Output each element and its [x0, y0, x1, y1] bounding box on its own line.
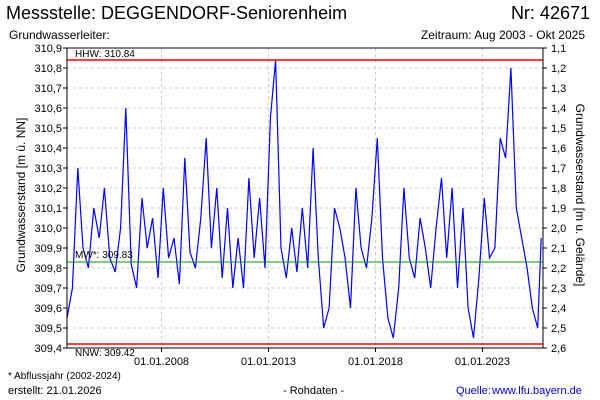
y-tick-label: 309,7	[34, 283, 62, 295]
station-number: Nr: 42671	[510, 3, 590, 23]
aquifer-label: Grundwasserleiter:	[9, 28, 110, 42]
y-tick-label: 310,3	[34, 163, 62, 175]
period-label: Zeitraum: Aug 2003 - Okt 2025	[420, 28, 585, 42]
y-right-tick-label: 1,9	[551, 203, 566, 215]
y-right-tick-label: 2,4	[551, 303, 566, 315]
y-tick-label: 310,2	[34, 183, 62, 195]
y-right-tick-label: 1,2	[551, 63, 566, 75]
created-date: erstellt: 21.01.2026	[8, 385, 102, 397]
y-tick-label: 310,7	[34, 83, 62, 95]
plot-frame	[66, 47, 544, 349]
y-right-tick-label: 1,5	[551, 123, 566, 135]
x-tick-label: 01.01.2008	[134, 356, 189, 368]
y-tick-label: 310,4	[34, 143, 62, 155]
y-right-tick-label: 1,8	[551, 183, 566, 195]
footnote: * Abflussjahr (2002-2024)	[8, 371, 121, 382]
reference-lines: HHW: 310.84 MW*: 309.83 NNW: 309.42	[67, 49, 543, 359]
mean-label: MW*: 309.83	[75, 250, 133, 261]
y-tick-label: 310,8	[34, 63, 62, 75]
y-right-tick-label: 2,1	[551, 243, 566, 255]
extreme-label: NNW: 309.42	[75, 348, 135, 359]
axes: 309,4 309,5 309,6 309,7 309,8 309,9 310,0 310,1…	[34, 43, 566, 368]
y-right-tick-label: 2,5	[551, 323, 566, 335]
y-tick-label: 309,4	[34, 343, 62, 355]
series-layer	[66, 59, 542, 339]
extreme-label: HHW: 310.84	[75, 49, 135, 60]
y-tick-label: 310,1	[34, 203, 62, 215]
y-right-tick-label: 1,7	[551, 163, 566, 175]
y-tick-label: 310,6	[34, 103, 62, 115]
y-tick-label: 310,5	[34, 123, 62, 135]
x-tick-label: 01.01.2018	[348, 356, 403, 368]
rawdata-label: - Rohdaten -	[283, 385, 345, 397]
grid	[67, 47, 543, 349]
y-right-tick-label: 1,4	[551, 103, 566, 115]
y-tick-label: 309,8	[34, 263, 62, 275]
y-tick-label: 310,9	[34, 43, 62, 55]
y-tick-label: 310,0	[34, 223, 62, 235]
series-line	[66, 59, 542, 339]
station-title: Messstelle: DEGGENDORF-Seniorenheim	[6, 3, 348, 23]
y-right-tick-label: 1,1	[551, 43, 566, 55]
y-tick-label: 309,9	[34, 243, 62, 255]
y-tick-label: 309,6	[34, 303, 62, 315]
x-tick-label: 01.01.2013	[241, 356, 296, 368]
y-right-tick-label: 1,6	[551, 143, 566, 155]
y-right-tick-label: 2,2	[551, 263, 566, 275]
y-right-tick-label: 2,0	[551, 223, 566, 235]
source-link[interactable]: www.lfu.bayern.de	[492, 385, 582, 397]
y-tick-label: 309,5	[34, 323, 62, 335]
y-right-tick-label: 1,3	[551, 83, 566, 95]
y-right-tick-label: 2,6	[551, 343, 566, 355]
source-label: Quelle:	[456, 385, 491, 397]
y-right-tick-label: 2,3	[551, 283, 566, 295]
x-tick-label: 01.01.2023	[455, 356, 510, 368]
